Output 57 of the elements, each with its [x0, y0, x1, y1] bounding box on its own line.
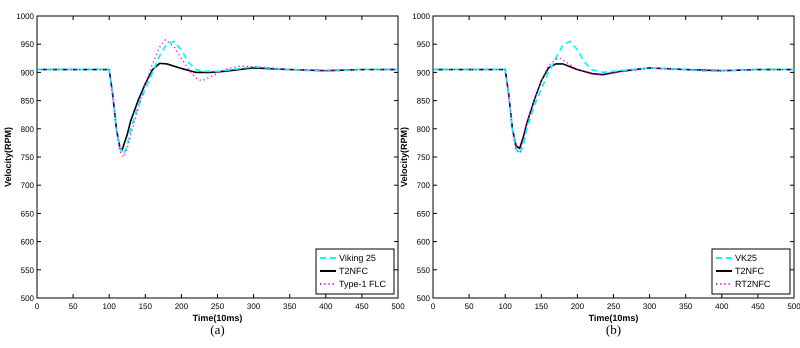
x-tick-label: 200 [174, 302, 189, 311]
x-tick-label: 450 [751, 302, 766, 311]
x-tick-label: 350 [283, 302, 297, 311]
y-tick-label: 700 [416, 181, 431, 190]
y-tick-label: 1000 [412, 12, 431, 21]
y-tick-label: 500 [20, 294, 35, 303]
y-tick-label: 650 [416, 209, 431, 218]
y-tick-label: 800 [416, 124, 431, 134]
text: (b) [606, 322, 622, 337]
y-tick-label: 500 [416, 294, 431, 303]
x-tick-label: 450 [355, 302, 370, 311]
x-tick-label: 500 [391, 302, 406, 311]
x-tick-label: 250 [606, 302, 621, 311]
x-tick-label: 250 [210, 302, 225, 311]
y-tick-label: 950 [20, 40, 35, 50]
y-tick-label: 900 [20, 68, 35, 78]
y-tick-label: 600 [416, 238, 431, 247]
x-axis-title: Time(10ms) [588, 313, 638, 323]
line-series [432, 40, 795, 156]
x-tick-label: 350 [679, 302, 693, 311]
x-tick-label: 0 [34, 302, 40, 311]
text: (a) [210, 322, 225, 337]
y-tick-label: 650 [20, 209, 35, 218]
y-tick-label: 750 [416, 153, 431, 162]
y-tick-label: 850 [416, 96, 431, 106]
legend-label: Viking 25 [339, 253, 376, 263]
y-tick-label: 950 [416, 40, 431, 50]
x-tick-label: 150 [138, 302, 153, 311]
x-tick-label: 100 [102, 302, 116, 311]
legend-label: Type-1 FLC [339, 279, 387, 289]
y-tick-label: 850 [20, 96, 35, 106]
x-tick-label: 50 [464, 302, 474, 311]
x-tick-label: 200 [570, 302, 585, 311]
x-tick-label: 150 [534, 302, 549, 311]
y-tick-label: 1000 [16, 12, 35, 21]
y-axis-title: Velocity(RPM) [3, 126, 13, 188]
y-tick-label: 900 [416, 68, 431, 78]
x-tick-label: 0 [430, 302, 436, 311]
x-tick-label: 100 [498, 302, 512, 311]
legend-label: T2NFC [339, 266, 368, 276]
y-tick-label: 600 [20, 238, 35, 247]
y-tick-label: 550 [416, 266, 431, 275]
legend-label: RT2NFC [735, 279, 771, 289]
x-tick-label: 50 [68, 302, 78, 311]
legend-label: T2NFC [735, 266, 764, 276]
y-tick-label: 800 [20, 124, 35, 134]
x-tick-label: 500 [787, 302, 800, 311]
x-axis-title: Time(10ms) [192, 313, 242, 323]
y-tick-label: 750 [20, 153, 35, 162]
x-tick-label: 400 [715, 302, 730, 311]
x-tick-label: 300 [246, 302, 261, 311]
x-tick-label: 400 [319, 302, 334, 311]
x-tick-label: 300 [642, 302, 657, 311]
y-axis-title: Velocity(RPM) [399, 126, 409, 188]
y-tick-label: 700 [20, 181, 35, 190]
y-tick-label: 550 [20, 266, 35, 275]
legend-label: VK25 [735, 253, 758, 263]
